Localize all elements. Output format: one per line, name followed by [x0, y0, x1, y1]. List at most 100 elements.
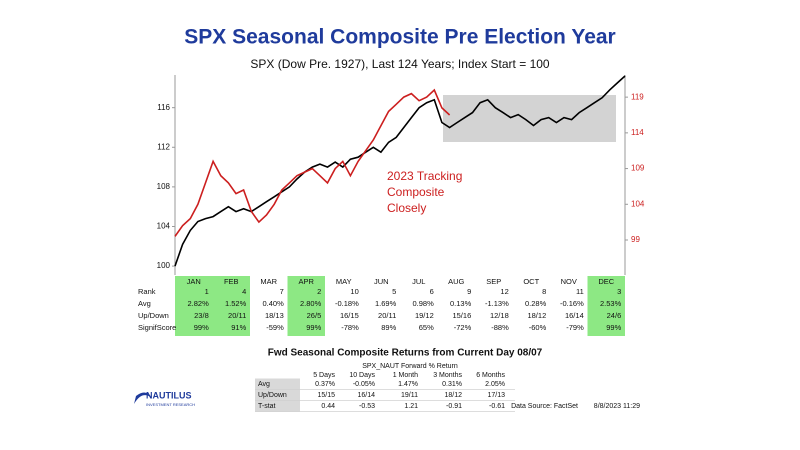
annotation: 2023 Tracking	[387, 169, 462, 183]
highlight-cell	[587, 276, 625, 336]
y-tick-label: 100	[157, 261, 171, 270]
cell: 10	[350, 287, 358, 296]
cell: 16/14	[565, 311, 584, 320]
month-label: JUL	[412, 277, 425, 286]
row-label: Rank	[138, 287, 156, 296]
logo-icon	[134, 392, 152, 404]
timestamp: 8/8/2023 11:29	[594, 403, 640, 410]
cell: 2.80%	[300, 299, 322, 308]
annotation: Composite	[387, 185, 445, 199]
fwd-label-cell	[255, 378, 300, 390]
row-label: SignifScore	[138, 323, 176, 332]
cell: 9	[467, 287, 471, 296]
logo-tagline: INVESTMENT RESEARCH	[146, 402, 195, 407]
y2-tick-label: 99	[631, 235, 640, 244]
cell: 12/18	[490, 311, 509, 320]
y2-tick-label: 114	[631, 128, 644, 137]
fwd-header: 6 Months	[476, 372, 505, 379]
cell: 20/11	[378, 311, 396, 320]
cell: 20/11	[228, 311, 246, 320]
y2-tick-label: 119	[631, 92, 644, 101]
cell: -88%	[491, 323, 509, 332]
y2-tick-label: 109	[631, 164, 645, 173]
cell: -72%	[454, 323, 472, 332]
cell: -78%	[341, 323, 359, 332]
cell: 2	[317, 287, 321, 296]
cell: 18/13	[265, 311, 284, 320]
y2-tick-label: 104	[631, 199, 645, 208]
fwd-cell: 0.31%	[442, 381, 462, 388]
cell: 1	[205, 287, 209, 296]
month-label: MAR	[260, 277, 277, 286]
cell: 18/12	[527, 311, 546, 320]
cell: -0.18%	[335, 299, 359, 308]
month-label: OCT	[523, 277, 539, 286]
fwd-cell: -0.91	[446, 403, 462, 410]
fwd-cell: 19/11	[401, 392, 418, 399]
cell: -1.13%	[485, 299, 509, 308]
fwd-cell: 0.37%	[315, 381, 335, 388]
fwd-cell: 15/15	[317, 392, 335, 399]
fwd-header: 5 Days	[313, 372, 335, 379]
fwd-cell: 1.21	[404, 403, 418, 410]
series-line	[174, 75, 626, 267]
cell: 26/5	[307, 311, 322, 320]
fwd-cell: 1.47%	[398, 381, 418, 388]
cell: 1.69%	[375, 299, 397, 308]
cell: 6	[430, 287, 434, 296]
fwd-cell: 0.44	[321, 403, 335, 410]
month-label: JAN	[187, 277, 201, 286]
cell: 0.13%	[450, 299, 472, 308]
fwd-cell: 16/14	[357, 392, 375, 399]
cell: 99%	[606, 323, 621, 332]
fwd-cell: 2.05%	[485, 381, 505, 388]
cell: 3	[617, 287, 621, 296]
row-label: Up/Down	[138, 311, 169, 320]
cell: 89%	[381, 323, 396, 332]
fwd-cell: -0.61	[489, 403, 505, 410]
cell: 2.53%	[600, 299, 622, 308]
fwd-header: 10 Days	[349, 372, 375, 379]
y-tick-label: 104	[157, 222, 171, 231]
cell: -79%	[566, 323, 584, 332]
cell: 16/15	[340, 311, 359, 320]
cell: -59%	[266, 323, 284, 332]
row-label: Avg	[138, 299, 151, 308]
month-label: MAY	[336, 277, 352, 286]
cell: 99%	[306, 323, 321, 332]
cell: 99%	[194, 323, 209, 332]
cell: -60%	[529, 323, 547, 332]
fwd-label-cell	[255, 389, 300, 401]
fwd-cell: 18/12	[444, 392, 462, 399]
cell: 11	[576, 287, 584, 296]
fwd-row-label: T-stat	[258, 403, 276, 410]
month-label: JUN	[374, 277, 389, 286]
y-tick-label: 108	[157, 182, 171, 191]
highlight-cell	[287, 276, 325, 336]
forward-title: Fwd Seasonal Composite Returns from Curr…	[268, 348, 543, 359]
highlight-cell	[212, 276, 250, 336]
cell: 1.52%	[225, 299, 247, 308]
cell: 0.28%	[525, 299, 547, 308]
cell: -0.16%	[560, 299, 584, 308]
cell: 2.82%	[187, 299, 209, 308]
cell: 5	[392, 287, 396, 296]
y-tick-label: 116	[157, 103, 170, 112]
fwd-header: 1 Month	[393, 372, 418, 379]
forward-subtitle: SPX_NAUT Forward % Return	[362, 363, 458, 370]
month-label: SEP	[486, 277, 501, 286]
cell: 23/8	[194, 311, 209, 320]
cell: 4	[242, 287, 246, 296]
y-tick-label: 112	[157, 142, 170, 151]
logo-name: NAUTILUS	[146, 390, 192, 400]
annotation: Closely	[387, 201, 426, 215]
fwd-row-label: Avg	[258, 381, 270, 388]
month-label: FEB	[224, 277, 239, 286]
fwd-header: 3 Months	[433, 372, 462, 379]
highlight-box	[443, 95, 616, 142]
cell: 0.40%	[262, 299, 284, 308]
fwd-cell: -0.05%	[353, 381, 375, 388]
cell: 91%	[231, 323, 246, 332]
cell: 24/6	[607, 311, 622, 320]
